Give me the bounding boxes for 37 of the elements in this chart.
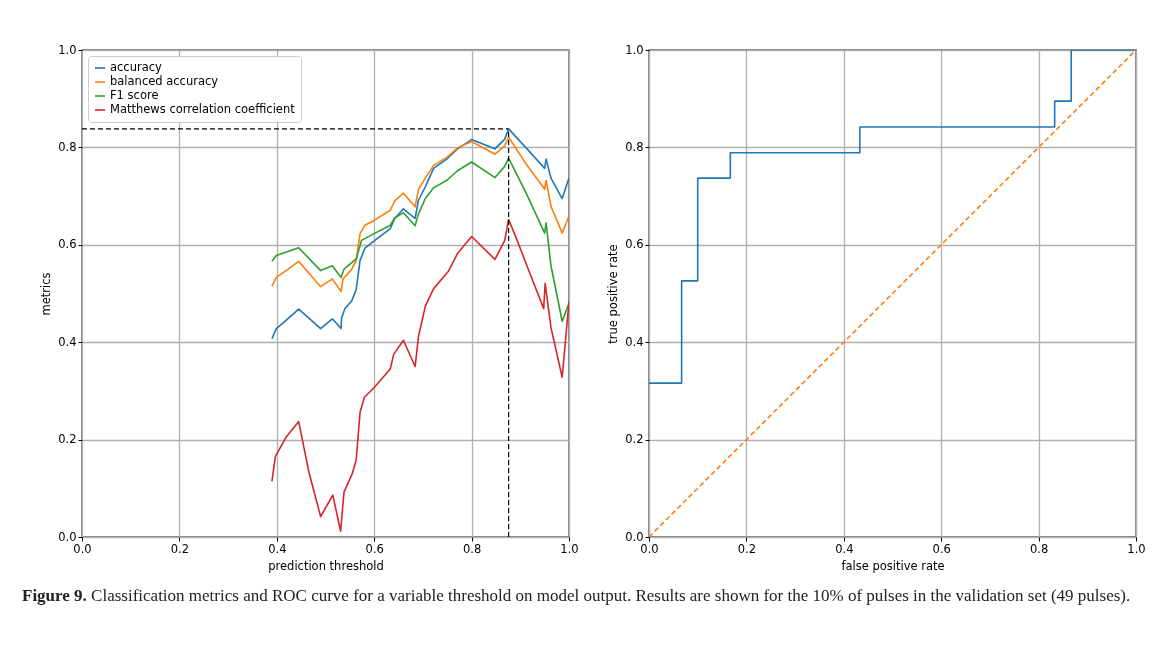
x-tick-label: 0.2 — [737, 541, 757, 556]
x-tick-label: 0.6 — [365, 541, 384, 556]
y-tick-label: 0.0 — [625, 529, 644, 544]
line-series — [271, 128, 569, 340]
y-axis-title: true positive rate — [606, 244, 621, 344]
y-tick-label: 0.2 — [625, 432, 644, 447]
y-tick-label: 0.4 — [58, 334, 77, 349]
x-tick-label: 1.0 — [1127, 541, 1146, 556]
x-tick-label: 0.6 — [932, 541, 951, 556]
legend-label: balanced accuracy — [110, 74, 219, 88]
line-series — [271, 157, 569, 323]
legend-label: Matthews correlation coefficient — [110, 102, 296, 116]
y-tick-label: 1.0 — [625, 42, 644, 57]
y-axis-title: metrics — [39, 272, 54, 316]
y-tick-label: 0.8 — [625, 139, 644, 154]
y-tick-label: 1.0 — [58, 42, 77, 57]
x-tick-label: 0.0 — [640, 541, 659, 556]
line-series — [271, 136, 569, 293]
caption: Figure 9. Classification metrics and ROC curve for a variable threshold on model output. Results are shown for the 10% of pulses in the validation set (49 pulses). — [22, 585, 1132, 607]
y-tick-label: 0.6 — [625, 237, 644, 252]
x-tick-label: 0.8 — [1029, 541, 1049, 556]
x-tick-label: 1.0 — [560, 541, 579, 556]
x-tick-label: 0.8 — [462, 541, 482, 556]
x-axis-title: false positive rate — [841, 559, 945, 573]
y-tick-label: 0.8 — [58, 139, 77, 154]
x-tick-label: 0.4 — [268, 541, 287, 556]
x-tick-label: 0.0 — [73, 541, 92, 556]
y-tick-label: 0.4 — [625, 334, 644, 349]
x-tick-label: 0.2 — [170, 541, 190, 556]
y-tick-label: 0.6 — [58, 237, 77, 252]
y-tick-label: 0.2 — [58, 432, 77, 447]
x-tick-label: 0.4 — [835, 541, 854, 556]
line-series — [271, 218, 569, 532]
y-tick-label: 0.0 — [58, 529, 77, 544]
x-axis-title: prediction threshold — [268, 559, 384, 573]
legend-label: accuracy — [110, 60, 163, 74]
legend-label: F1 score — [110, 88, 159, 102]
